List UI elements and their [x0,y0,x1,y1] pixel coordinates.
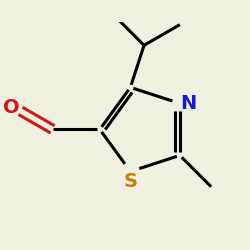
Text: O: O [3,98,19,117]
Text: S: S [124,172,138,190]
Text: N: N [180,94,197,113]
